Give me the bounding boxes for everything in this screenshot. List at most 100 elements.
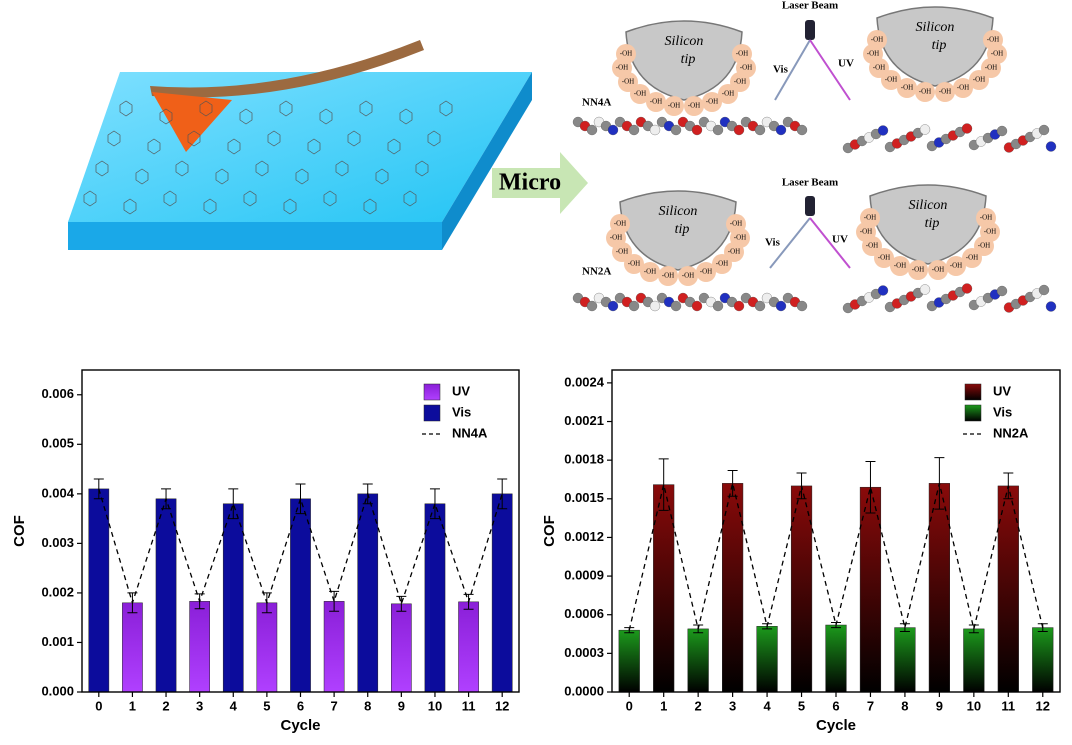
oh-label: -OH: [634, 90, 646, 98]
y-tick-label: 0.0015: [564, 490, 604, 505]
error-bar: [497, 478, 508, 510]
x-tick-label: 12: [1036, 698, 1050, 713]
tip-label: tip: [925, 216, 940, 231]
tip-label: tip: [932, 38, 947, 53]
y-axis-label: COF: [541, 515, 558, 547]
oh-label: -OH: [957, 84, 969, 92]
oh-label: -OH: [973, 76, 985, 84]
oh-group: [874, 248, 894, 268]
error-bar: [295, 483, 306, 515]
x-tick-label: 10: [428, 698, 442, 713]
silicon-tip: [625, 20, 743, 101]
cantilever: [150, 40, 424, 98]
molecule-ring: [215, 168, 229, 185]
bar: [323, 601, 345, 693]
legend-swatch: [423, 383, 441, 401]
oh-label: -OH: [860, 228, 872, 236]
tip-label: Silicon: [659, 204, 698, 219]
oh-group: [881, 70, 901, 90]
atom: [996, 125, 1008, 137]
x-tick-label: 12: [495, 698, 509, 713]
molecule-ring: [119, 100, 133, 117]
atom: [649, 300, 661, 312]
atom: [1045, 301, 1057, 312]
plot-frame: [81, 369, 520, 693]
oh-label: -OH: [644, 268, 656, 276]
x-tick-label: 2: [695, 698, 702, 713]
molecule-ring: [283, 198, 297, 215]
legend-swatch: [964, 383, 982, 401]
x-tick-label: 6: [297, 698, 304, 713]
charts: 0.000 0.001 0.002 0.003 0.004 0.005 0.006 COF Cy…: [11, 369, 1061, 734]
y-tick-label: 0.0021: [564, 413, 604, 428]
molecule-ring: [387, 138, 401, 155]
molecule-ring: [147, 138, 161, 155]
bar: [391, 603, 412, 693]
oh-group: [946, 256, 966, 276]
x-tick-label: 11: [1001, 698, 1015, 713]
vis-label: Vis: [773, 64, 789, 76]
atom: [670, 300, 682, 312]
bar: [122, 602, 143, 693]
y-axis-label: COF: [11, 515, 28, 547]
atom: [628, 300, 640, 312]
oh-label: -OH: [716, 260, 728, 268]
arrow-label: Micro: [499, 170, 561, 196]
y-tick-label: 0.0009: [564, 568, 604, 583]
molecule-ring: [347, 130, 361, 147]
legend-label: Vis: [993, 404, 1012, 419]
oh-label: -OH: [871, 36, 883, 44]
oh-group: [696, 262, 716, 282]
substrate-edge: [442, 72, 532, 250]
molecule-ring: [415, 160, 429, 177]
oh-label: -OH: [991, 50, 1003, 58]
error-bar: [228, 488, 239, 520]
y-tick-label: 0.0012: [564, 529, 604, 544]
atom: [919, 124, 931, 135]
atom: [733, 300, 745, 312]
molecule-ring: [319, 108, 333, 125]
oh-group: [684, 96, 704, 116]
oh-group: [897, 78, 917, 98]
y-tick-label: 0.006: [41, 386, 74, 401]
oh-label: -OH: [700, 268, 712, 276]
atom: [712, 124, 724, 136]
x-tick-label: 1: [660, 698, 667, 713]
bar: [756, 626, 778, 693]
oh-group: [928, 260, 948, 280]
molecule-ring: [123, 198, 137, 215]
legend-label: UV: [452, 383, 470, 398]
molecule-ring: [203, 198, 217, 215]
oh-label: -OH: [740, 64, 752, 72]
atom: [733, 124, 745, 136]
vis-beam: [769, 217, 811, 269]
oh-group: [678, 266, 698, 286]
oh-label: -OH: [873, 64, 885, 72]
x-tick-label: 2: [162, 698, 169, 713]
laser: [805, 20, 815, 40]
x-tick-label: 5: [263, 698, 270, 713]
molecule-ring: [363, 198, 377, 215]
arrow: [492, 152, 588, 214]
molecule-ring: [427, 130, 441, 147]
molecule-ring: [95, 160, 109, 177]
oh-label: -OH: [987, 36, 999, 44]
atom: [691, 124, 703, 136]
oh-label: -OH: [894, 262, 906, 270]
legend-swatch: [423, 404, 441, 422]
molecule-ring: [403, 190, 417, 207]
oh-label: -OH: [650, 98, 662, 106]
oh-group: [915, 82, 935, 102]
oh-group: [624, 254, 644, 274]
atom: [961, 283, 973, 294]
oh-label: -OH: [919, 88, 931, 96]
molecule-ring: [255, 160, 269, 177]
x-tick-label: 1: [129, 698, 136, 713]
uv-beam: [809, 39, 851, 101]
atom: [649, 124, 661, 136]
oh-label: -OH: [622, 78, 634, 86]
oh-group: [630, 84, 650, 104]
y-tick-label: 0.005: [41, 436, 74, 451]
schematic: Laser Beam Laser Beam NN4A NN2A Vis UV V…: [572, 0, 1057, 314]
oh-group: [976, 208, 996, 228]
